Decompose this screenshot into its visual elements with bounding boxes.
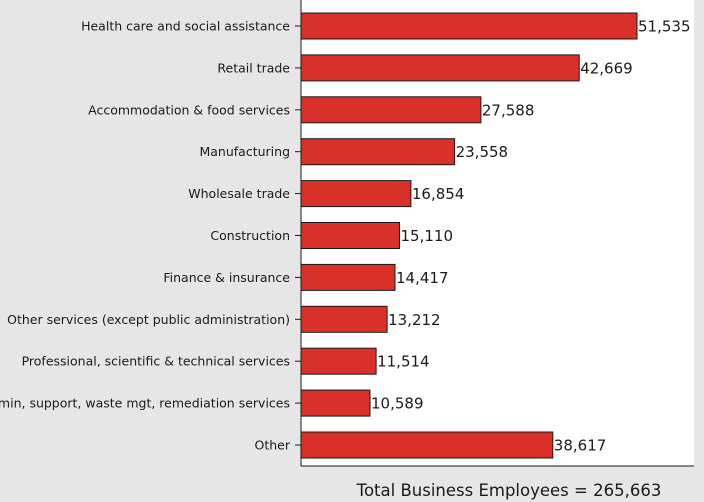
- value-label: 42,669: [580, 59, 633, 77]
- bar: [300, 180, 412, 208]
- value-label: 10,589: [371, 395, 424, 413]
- category-label: Other: [255, 438, 291, 453]
- bars-layer: [300, 12, 638, 459]
- category-label: Manufacturing: [199, 144, 290, 159]
- category-label: Health care and social assistance: [81, 19, 290, 34]
- value-label: 14,417: [396, 269, 449, 287]
- value-label: 11,514: [377, 353, 430, 371]
- category-label: Finance & insurance: [163, 270, 290, 285]
- bar: [300, 431, 554, 459]
- value-label: 16,854: [412, 185, 465, 203]
- value-label: 15,110: [401, 227, 454, 245]
- axis-layer: [295, 0, 694, 467]
- labels-layer: Health care and social assistance 51,535 R…: [0, 18, 691, 455]
- chart-footer: Total Business Employees = 265,663: [356, 481, 662, 500]
- category-label: Admin, support, waste mgt, remediation s…: [0, 396, 290, 411]
- bar: [300, 96, 482, 124]
- category-label: Professional, scientific & technical ser…: [22, 354, 290, 369]
- bar: [300, 305, 388, 333]
- bar: [300, 347, 377, 375]
- value-label: 27,588: [482, 101, 535, 119]
- bar: [300, 12, 638, 40]
- value-label: 13,212: [388, 311, 441, 329]
- bar: [300, 263, 396, 291]
- bar: [300, 54, 580, 82]
- value-label: 51,535: [638, 18, 691, 36]
- value-label: 38,617: [554, 437, 607, 455]
- bar: [300, 389, 371, 417]
- category-label: Retail trade: [217, 60, 290, 75]
- category-label: Other services (except public administra…: [7, 312, 290, 327]
- bar: [300, 138, 456, 166]
- value-label: 23,558: [456, 143, 509, 161]
- category-label: Wholesale trade: [188, 186, 290, 201]
- category-label: Accommodation & food services: [88, 102, 290, 117]
- category-label: Construction: [210, 228, 290, 243]
- bar: [300, 222, 400, 249]
